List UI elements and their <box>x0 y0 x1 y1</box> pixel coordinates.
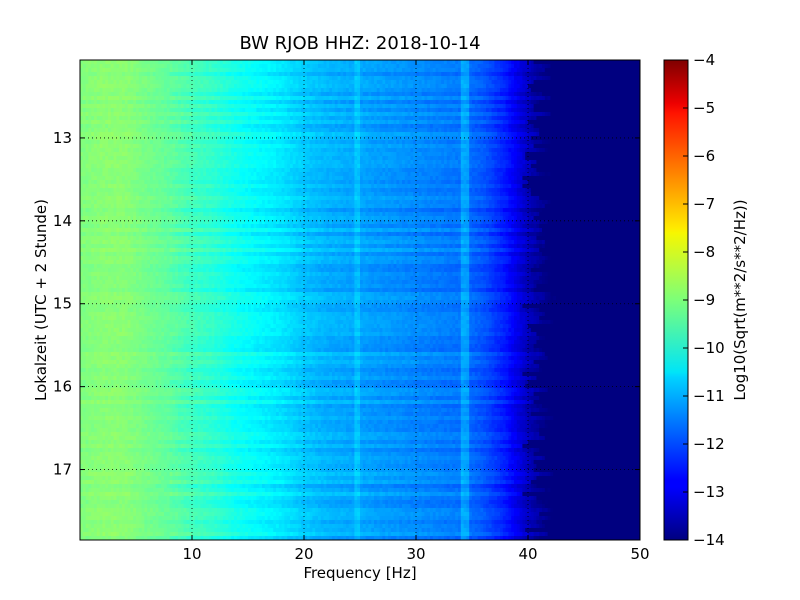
colorbar-tick-label: −9 <box>693 291 715 309</box>
colorbar-tick-label: −14 <box>693 531 725 549</box>
colorbar-tick-label: −11 <box>693 387 725 405</box>
colorbar-tick-label: −8 <box>693 243 715 261</box>
colorbar-ticks: −4 −5 −6 −7 −8 −9 −10 −11 −12 −13 −14 <box>683 51 725 549</box>
y-tick-label: 16 <box>53 378 72 396</box>
x-tick-label: 10 <box>182 545 201 563</box>
colorbar-tick-label: −12 <box>693 435 725 453</box>
colorbar-tick-label: −7 <box>693 195 715 213</box>
colorbar-tick-label: −5 <box>693 99 715 117</box>
colorbar-tick-label: −10 <box>693 339 725 357</box>
colorbar-tick-label: −6 <box>693 147 715 165</box>
x-tick-label: 20 <box>294 545 313 563</box>
y-tick-label: 17 <box>53 461 72 479</box>
y-tick-label: 15 <box>53 295 72 313</box>
x-tick-label: 50 <box>630 545 649 563</box>
x-tick-label: 40 <box>518 545 537 563</box>
colorbar-tick-label: −13 <box>693 483 725 501</box>
spectrogram-heatmap <box>80 60 641 541</box>
colorbar-tick-label: −4 <box>693 51 715 69</box>
x-tick-label: 30 <box>406 545 425 563</box>
y-tick-label: 14 <box>53 212 72 230</box>
colorbar-label: Log10(Sqrt(m**2/s**2/Hz)) <box>731 199 749 400</box>
x-axis-label: Frequency [Hz] <box>303 564 416 582</box>
y-axis-label: Lokalzeit (UTC + 2 Stunde) <box>32 199 50 401</box>
chart-title: BW RJOB HHZ: 2018-10-14 <box>239 33 480 54</box>
y-tick-label: 13 <box>53 129 72 147</box>
